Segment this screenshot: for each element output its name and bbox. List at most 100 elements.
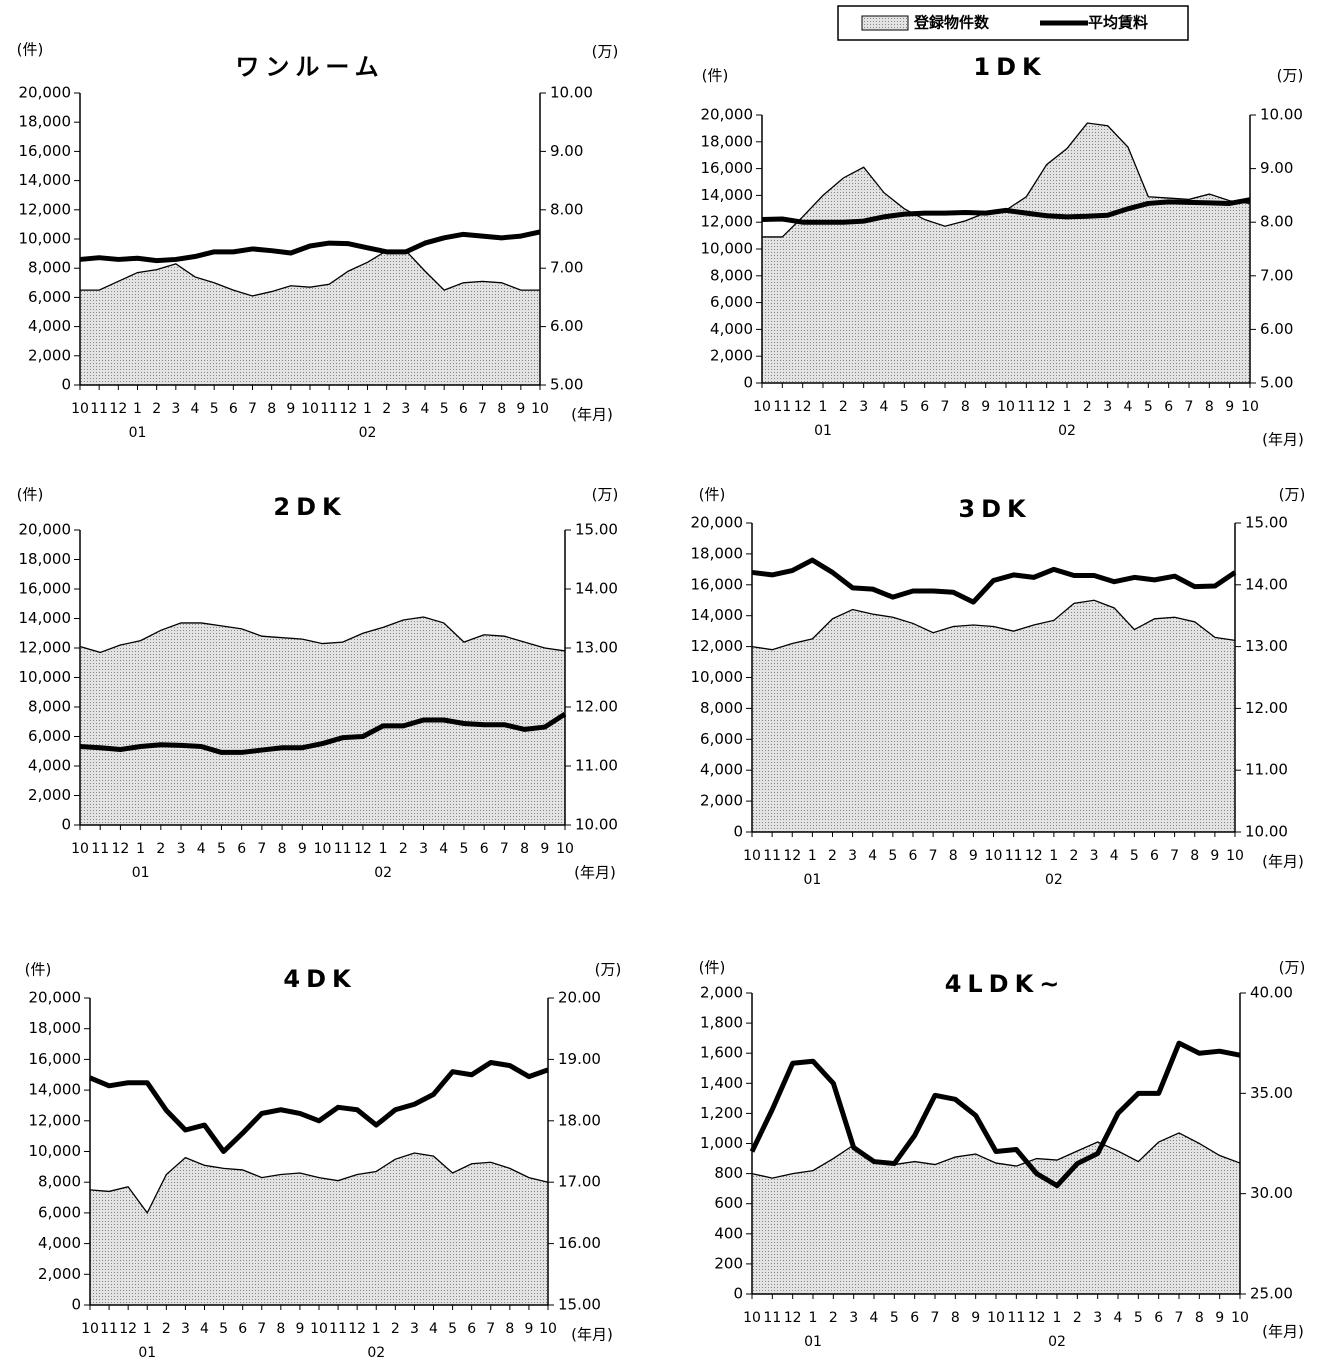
x-tick-label: 9	[540, 841, 549, 857]
x-tick-label: 4	[1114, 1310, 1123, 1326]
x-tick-label: 2	[399, 841, 408, 857]
x-tick-label: 12	[119, 1321, 137, 1337]
x-tick-label: 4	[429, 1321, 438, 1337]
y-tick-label: 10,000	[691, 668, 744, 686]
y-tick-label: 400	[714, 1224, 743, 1242]
y2-tick-label: 7.00	[550, 259, 583, 277]
y-tick-label: 10,000	[29, 1142, 82, 1160]
chart-title: 1DK	[973, 53, 1046, 81]
y2-tick-label: 11.00	[1245, 761, 1288, 779]
area-outline	[751, 599, 1236, 651]
x-tick-label: 9	[524, 1321, 533, 1337]
x-tick-label: 2	[839, 399, 848, 415]
x-tick-label: 10	[310, 1321, 328, 1337]
x-tick-label: 10	[81, 1321, 99, 1337]
legend-swatch	[862, 16, 908, 30]
x-tick-label: 8	[1205, 399, 1214, 415]
y2-tick-label: 19.00	[558, 1050, 601, 1068]
x-axis-label: (年月)	[1262, 431, 1304, 449]
x-tick-label: 6	[1150, 848, 1159, 864]
line	[751, 557, 1237, 605]
x-tick-label: 7	[931, 1310, 940, 1326]
y-tick-label: 1,800	[700, 1014, 743, 1032]
line	[89, 1059, 549, 1154]
area-texture	[90, 1153, 548, 1305]
year-label: 02	[1048, 1334, 1066, 1350]
x-tick-label: 3	[410, 1321, 419, 1337]
x-tick-label: 5	[890, 1310, 899, 1326]
x-tick-label: 5	[219, 1321, 228, 1337]
x-tick-label: 9	[969, 848, 978, 864]
x-tick-label: 7	[929, 848, 938, 864]
x-tick-label: 12	[784, 1310, 802, 1326]
y-axis-label: (件)	[17, 486, 44, 504]
x-tick-label: 1	[143, 1321, 152, 1337]
y-tick-label: 16,000	[19, 142, 72, 160]
x-tick-label: 7	[486, 1321, 495, 1337]
x-tick-label: 2	[1070, 848, 1079, 864]
y-tick-label: 200	[714, 1254, 743, 1272]
x-tick-label: 10	[314, 841, 332, 857]
x-tick-label: 6	[920, 399, 929, 415]
x-tick-label: 8	[278, 841, 287, 857]
x-tick-label: 1	[372, 1321, 381, 1337]
x-tick-label: 8	[267, 401, 276, 417]
y2-tick-label: 14.00	[1245, 575, 1288, 593]
y2-tick-label: 10.00	[1260, 106, 1303, 124]
y2-tick-label: 10.00	[1245, 823, 1288, 841]
y-tick-label: 4,000	[710, 320, 753, 338]
x-tick-label: 4	[439, 841, 448, 857]
y-tick-label: 14,000	[701, 186, 754, 204]
x-tick-label: 3	[859, 399, 868, 415]
y2-tick-label: 12.00	[575, 698, 618, 716]
y-tick-label: 0	[61, 816, 71, 834]
x-tick-label: 10	[987, 1310, 1005, 1326]
year-label: 02	[1045, 872, 1063, 888]
y-tick-label: 8,000	[28, 698, 71, 716]
y-tick-label: 4,000	[38, 1234, 81, 1252]
x-tick-label: 6	[459, 401, 468, 417]
x-tick-label: 5	[900, 399, 909, 415]
x-tick-label: 2	[1073, 1310, 1082, 1326]
x-tick-label: 7	[1185, 399, 1194, 415]
y-tick-label: 14,000	[19, 609, 72, 627]
y2-tick-label: 5.00	[1260, 374, 1293, 392]
year-label: 02	[1058, 423, 1076, 439]
x-axis-label: (年月)	[571, 406, 613, 424]
y2-tick-label: 15.00	[558, 1296, 601, 1314]
area-outline	[80, 250, 540, 297]
line	[79, 711, 567, 755]
x-tick-label: 8	[949, 848, 958, 864]
x-tick-label: 9	[1215, 1310, 1224, 1326]
x-tick-label: 2	[829, 1310, 838, 1326]
chart-title: ワンルーム	[235, 53, 384, 81]
y-tick-label: 6,000	[28, 288, 71, 306]
chart-title: 4LDK~	[945, 970, 1066, 998]
y2-tick-label: 30.00	[1250, 1184, 1293, 1202]
year-label: 01	[804, 1334, 822, 1350]
x-tick-label: 4	[191, 401, 200, 417]
x-tick-label: 2	[382, 401, 391, 417]
x-tick-label: 1	[1049, 848, 1058, 864]
x-tick-label: 1	[1053, 1310, 1062, 1326]
y-tick-label: 2,000	[28, 786, 71, 804]
legend-label: 登録物件数	[913, 14, 990, 32]
year-label: 01	[132, 865, 150, 881]
y2-tick-label: 35.00	[1250, 1084, 1293, 1102]
area-texture	[752, 600, 1235, 832]
y-tick-label: 2,000	[700, 984, 743, 1002]
x-tick-label: 4	[880, 399, 889, 415]
y-tick-label: 20,000	[691, 514, 744, 532]
x-tick-label: 10	[985, 848, 1003, 864]
x-tick-label: 1	[808, 848, 817, 864]
y-tick-label: 8,000	[28, 259, 71, 277]
y-tick-label: 20,000	[19, 84, 72, 102]
y-tick-label: 14,000	[691, 606, 744, 624]
y2-tick-label: 10.00	[575, 816, 618, 834]
x-tick-label: 1	[363, 401, 372, 417]
x-tick-label: 12	[112, 841, 130, 857]
y-tick-label: 16,000	[691, 575, 744, 593]
x-axis-label: (年月)	[1262, 853, 1304, 871]
x-tick-label: 9	[981, 399, 990, 415]
x-tick-label: 12	[783, 848, 801, 864]
